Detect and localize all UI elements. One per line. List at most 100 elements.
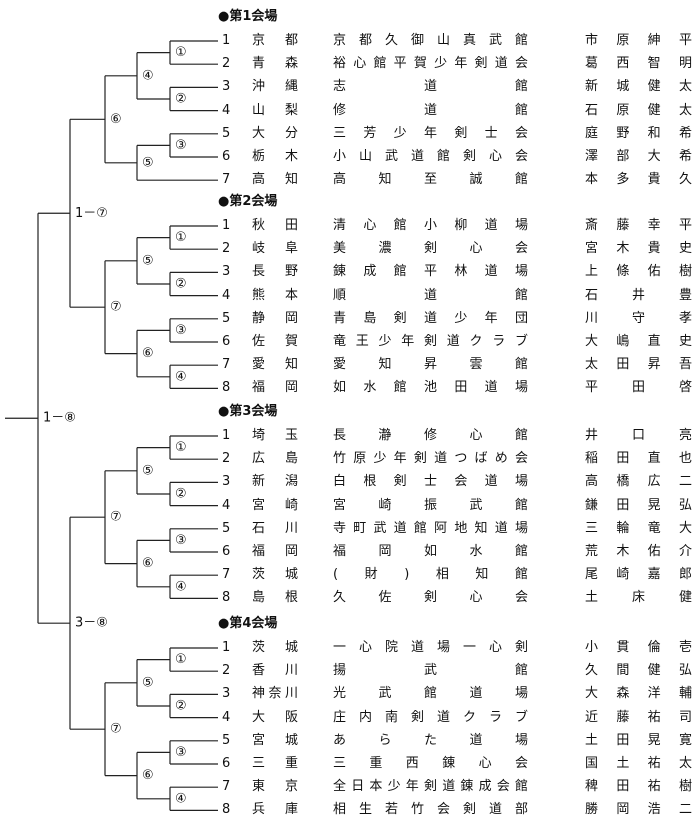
entry-name: 荒木佑介 <box>585 544 692 559</box>
entry-pref: 佐賀 <box>252 334 298 349</box>
entry-row: 2 広島 竹原少年剣道つばめ会 稲田直也 <box>0 450 700 468</box>
entry-no: 7 <box>222 567 231 583</box>
entry-name: 稗田祐樹 <box>585 779 692 795</box>
entry-pref: 熊本 <box>252 287 298 303</box>
entry-row: 8 兵庫 相生若竹会剣道部 勝岡浩二 <box>0 801 700 819</box>
entry-pref: 宮崎 <box>252 497 298 513</box>
bracket-label: ① <box>175 440 187 455</box>
entry-no: 2 <box>222 451 231 467</box>
bracket-label: ① <box>175 652 187 667</box>
bracket-label: ⑤ <box>142 675 154 690</box>
entry-no: 3 <box>222 264 231 280</box>
entry-pref: 香川 <box>252 663 298 679</box>
entry-pref: 大阪 <box>252 709 298 725</box>
bracket-label: ⑤ <box>142 463 154 478</box>
entry-row: 6 三重 三重西錬心会 国土祐太 <box>0 755 700 773</box>
bracket-label: ④ <box>142 68 154 83</box>
entry-pref: 広島 <box>252 451 298 467</box>
entry-pref: 兵庫 <box>252 802 298 818</box>
entry-no: 8 <box>222 380 231 396</box>
entry-dojo: 愛知昇雲館 <box>333 357 528 373</box>
entry-no: 6 <box>222 544 231 559</box>
entry-name: 稲田直也 <box>585 451 692 467</box>
bracket-label: ① <box>175 45 187 60</box>
entry-no: 6 <box>222 334 231 349</box>
entry-dojo: 修道館 <box>333 102 528 118</box>
entry-pref: 島根 <box>252 590 298 606</box>
entry-no: 3 <box>222 79 231 95</box>
entry-no: 1 <box>222 218 231 233</box>
entry-row: 1 秋田 清心館小柳道場 斎藤幸平 <box>0 217 700 235</box>
entry-row: 5 石川 寺町武道館阿地知道場 三輪竜大 <box>0 520 700 538</box>
entry-row: 3 沖縄 志道館 新城健太 <box>0 78 700 96</box>
entry-row: 4 大阪 庄内南剣道クラブ 近藤祐司 <box>0 709 700 727</box>
entry-row: 4 熊本 順道館 石井豊 <box>0 287 700 305</box>
bracket-label: ③ <box>175 323 187 338</box>
bracket-label: ④ <box>175 579 187 594</box>
bracket-label: ② <box>175 92 187 107</box>
entry-no: 5 <box>222 732 231 748</box>
entry-no: 6 <box>222 756 231 771</box>
entry-no: 6 <box>222 149 231 164</box>
entry-name: 上條佑樹 <box>585 264 692 280</box>
entry-pref: 大分 <box>252 125 298 141</box>
entry-row: 4 山梨 修道館 石原健太 <box>0 102 700 120</box>
entry-name: 葛西智明 <box>585 56 692 72</box>
entry-row: 5 大分 三芳少年剣士会 庭野和希 <box>0 125 700 143</box>
entry-name: 斎藤幸平 <box>585 218 692 233</box>
bracket-label: ⑥ <box>142 556 154 571</box>
bracket-label: 1－⑦ <box>75 206 108 221</box>
entry-name: 土田晃寛 <box>585 732 692 748</box>
entry-no: 7 <box>222 172 231 188</box>
entry-pref: 福岡 <box>252 380 298 396</box>
entry-row: 8 島根 久佐剣心会 土床健 <box>0 589 700 607</box>
entry-row: 8 福岡 如水館池田道場 平田啓 <box>0 379 700 397</box>
entry-dojo: 白根剣士会道場 <box>333 474 528 490</box>
bracket-label: ③ <box>175 138 187 153</box>
bracket-label: ⑤ <box>142 155 154 170</box>
entry-name: 石井豊 <box>585 287 692 303</box>
bracket-label: ② <box>175 487 187 502</box>
entry-row: 2 香川 揚武館 久間健弘 <box>0 662 700 680</box>
entry-dojo: 順道館 <box>333 287 528 303</box>
entry-name: 小貫倫壱 <box>585 640 692 655</box>
entry-name: 尾崎嘉郎 <box>585 567 692 583</box>
entry-dojo: 庄内南剣道クラブ <box>333 709 528 725</box>
entry-name: 久間健弘 <box>585 663 692 679</box>
entry-row: 3 長野 錬成館平林道場 上條佑樹 <box>0 263 700 281</box>
entry-name: 近藤祐司 <box>585 709 692 725</box>
entry-row: 2 青森 裕心館平賀少年剣道会 葛西智明 <box>0 55 700 73</box>
entry-name: 本多貴久 <box>585 172 692 188</box>
entry-name: 宮木貴史 <box>585 241 692 257</box>
bracket-label: ⑦ <box>110 722 122 737</box>
entry-dojo: 相生若竹会剣道部 <box>333 802 528 818</box>
entry-row: 1 茨城 一心院道場一心剣 小貫倫壱 <box>0 639 700 657</box>
entry-dojo: 錬成館平林道場 <box>333 264 528 280</box>
entry-row: 7 茨城 (財)相知館 尾崎嘉郎 <box>0 566 700 584</box>
entry-name: 市原紳平 <box>585 33 692 48</box>
entry-pref: 茨城 <box>252 640 298 655</box>
entry-row: 7 愛知 愛知昇雲館 太田昇吾 <box>0 356 700 374</box>
entry-no: 4 <box>222 709 231 725</box>
entry-name: 澤部大希 <box>585 149 692 164</box>
bracket-label: ⑥ <box>110 112 122 127</box>
entry-no: 4 <box>222 102 231 118</box>
entry-name: 井口亮 <box>585 428 692 443</box>
entry-row: 3 新潟 白根剣士会道場 高橋広二 <box>0 473 700 491</box>
bracket-label: 3－⑧ <box>75 616 108 631</box>
entry-pref: 京都 <box>252 33 298 48</box>
entry-pref: 沖縄 <box>252 79 298 95</box>
entry-pref: 東京 <box>252 779 298 795</box>
bracket-label: ⑤ <box>142 253 154 268</box>
entry-pref: 山梨 <box>252 102 298 118</box>
entry-row: 5 静岡 青島剣道少年団 川守孝 <box>0 310 700 328</box>
bracket-label: ④ <box>175 791 187 806</box>
bracket-label: ④ <box>175 369 187 384</box>
entry-pref: 長野 <box>252 264 298 280</box>
entry-name: 大嶋直史 <box>585 334 692 349</box>
entry-dojo: 青島剣道少年団 <box>333 310 528 326</box>
entry-row: 6 栃木 小山武道館剣心会 澤部大希 <box>0 148 700 166</box>
entry-pref: 愛知 <box>252 357 298 373</box>
